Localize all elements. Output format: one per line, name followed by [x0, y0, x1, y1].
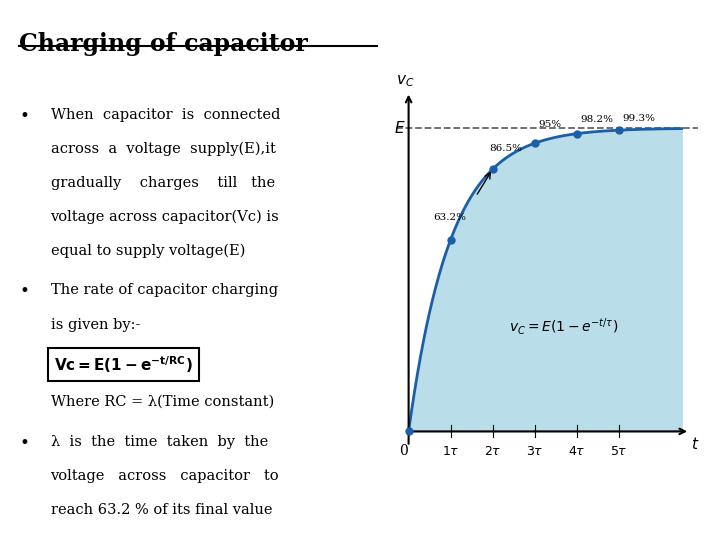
Text: $t$: $t$ [691, 436, 699, 451]
Text: 0: 0 [399, 444, 408, 458]
Text: $v_C$: $v_C$ [396, 73, 415, 89]
Text: $1\tau$: $1\tau$ [442, 444, 459, 457]
Text: 98.2%: 98.2% [580, 114, 613, 124]
Text: When  capacitor  is  connected: When capacitor is connected [50, 108, 280, 122]
Text: •: • [19, 284, 30, 300]
Text: 86.5%: 86.5% [490, 144, 522, 153]
Text: across  a  voltage  supply(E),it: across a voltage supply(E),it [50, 142, 276, 157]
Text: voltage   across   capacitor   to: voltage across capacitor to [50, 469, 279, 483]
Text: Where RC = λ(Time constant): Where RC = λ(Time constant) [50, 395, 274, 409]
Text: reach 63.2 % of its final value: reach 63.2 % of its final value [50, 503, 272, 517]
Text: $2\tau$: $2\tau$ [484, 444, 501, 457]
Text: voltage across capacitor(Vc) is: voltage across capacitor(Vc) is [50, 210, 279, 225]
Text: 99.3%: 99.3% [622, 114, 655, 123]
Text: •: • [19, 108, 30, 125]
Text: $4\tau$: $4\tau$ [568, 444, 585, 457]
Text: 63.2%: 63.2% [433, 213, 466, 222]
Text: $5\tau$: $5\tau$ [610, 444, 627, 457]
Text: $\mathbf{Vc = E(1 - e^{-t/RC})}$: $\mathbf{Vc = E(1 - e^{-t/RC})}$ [55, 354, 193, 375]
Text: •: • [19, 435, 30, 452]
Text: The rate of capacitor charging: The rate of capacitor charging [50, 284, 278, 298]
Text: λ  is  the  time  taken  by  the: λ is the time taken by the [50, 435, 268, 449]
Text: 95%: 95% [538, 119, 561, 129]
Text: is given by:-: is given by:- [50, 318, 140, 332]
Text: $v_C = E(1-e^{-t/\tau})$: $v_C = E(1-e^{-t/\tau})$ [510, 316, 618, 337]
Text: gradually    charges    till   the: gradually charges till the [50, 176, 274, 190]
Text: equal to supply voltage(E): equal to supply voltage(E) [50, 244, 245, 259]
Text: $E$: $E$ [395, 120, 406, 136]
Text: $3\tau$: $3\tau$ [526, 444, 544, 457]
Text: Charging of capacitor: Charging of capacitor [19, 32, 308, 56]
